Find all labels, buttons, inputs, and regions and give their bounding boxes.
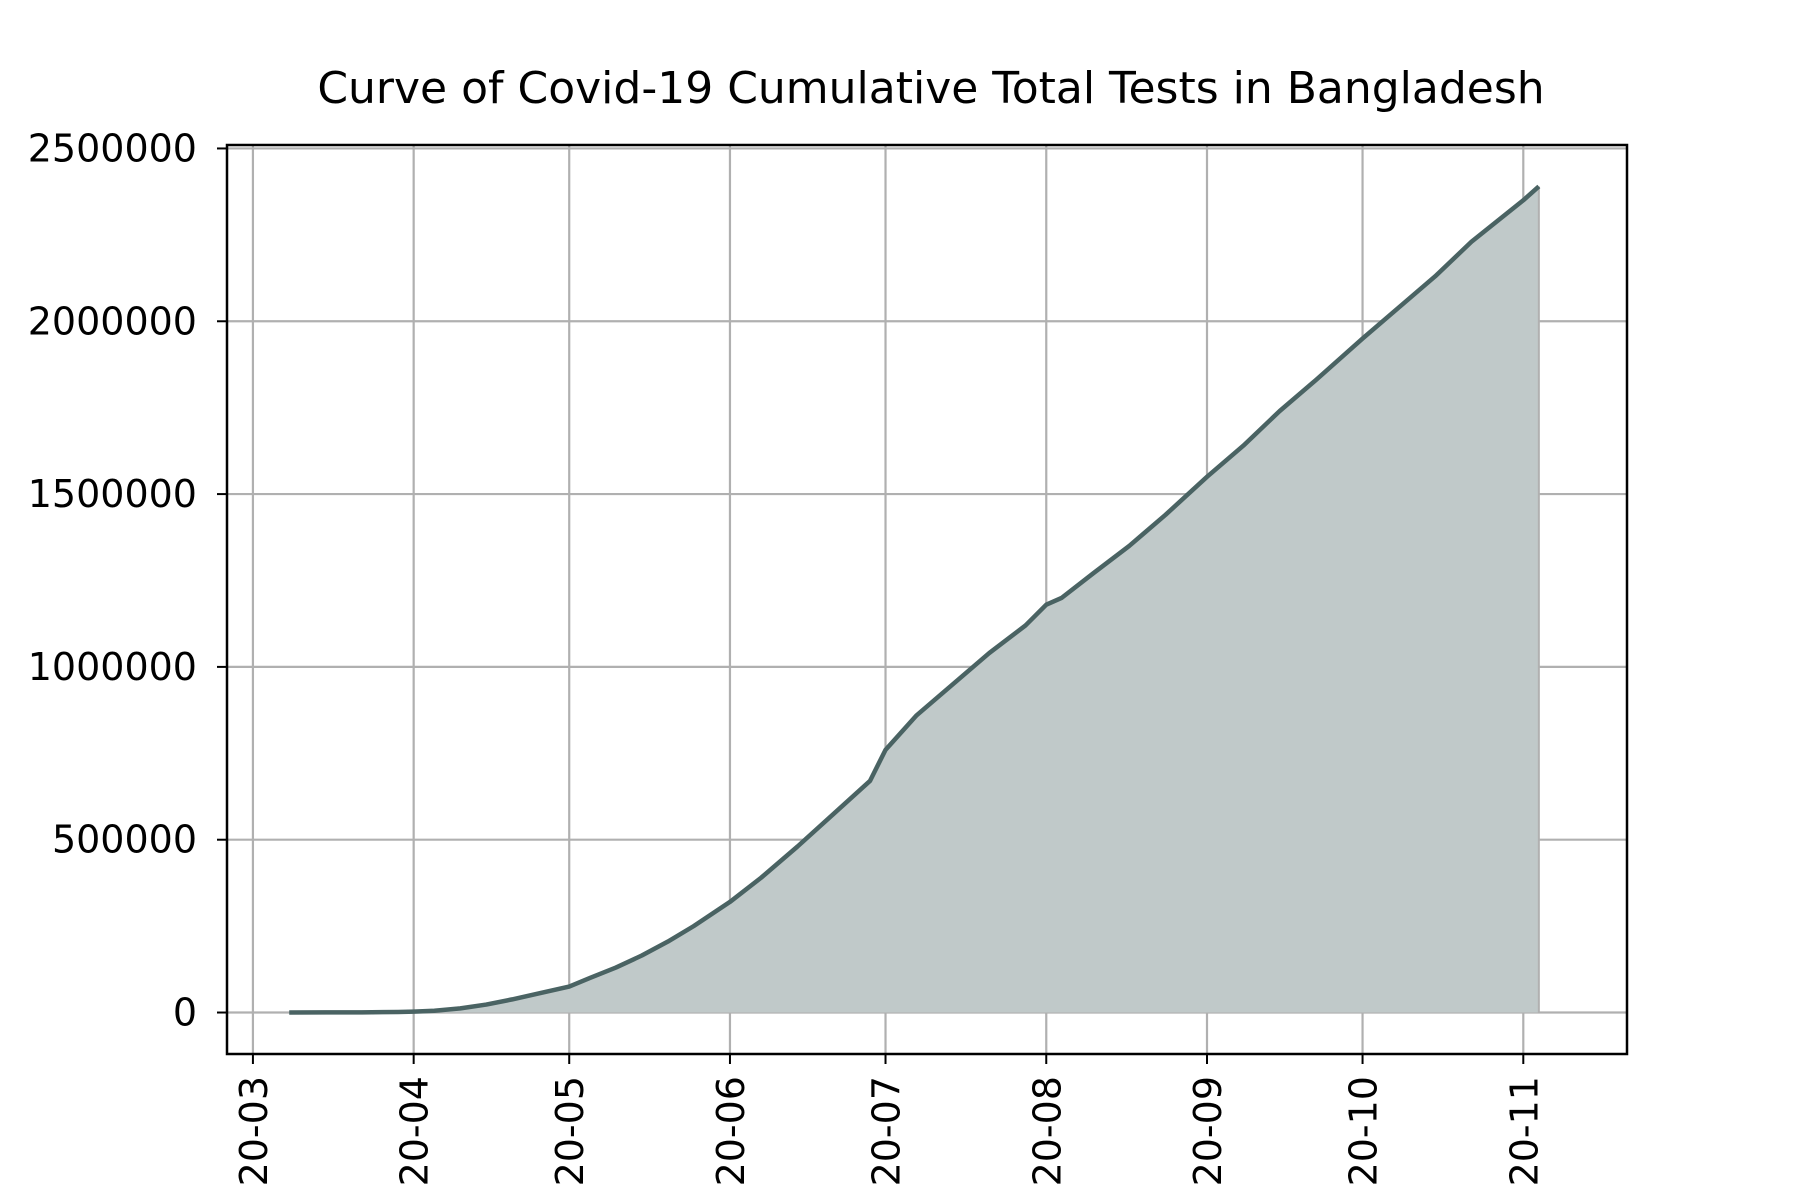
- area-layer: [289, 184, 1541, 1015]
- y-tick-label: 2500000: [28, 126, 197, 170]
- y-tick-label: 500000: [52, 818, 197, 862]
- y-tick-label: 0: [173, 991, 197, 1035]
- x-tick-label: 20-08: [1025, 1076, 1069, 1186]
- x-tick-label: 20-09: [1186, 1076, 1230, 1186]
- tick-layer: 20-03 20-04 20-05 20-06 20-07 20-08 20-09 20-10…: [28, 126, 1547, 1186]
- x-tick-label: 20-04: [393, 1076, 437, 1186]
- series-line: [289, 184, 1541, 1015]
- x-tick-label: 20-10: [1342, 1076, 1386, 1186]
- y-tick-label: 1000000: [28, 645, 197, 689]
- chart-title: Curve of Covid-19 Cumulative Total Tests…: [317, 63, 1544, 114]
- series-area-fill: [289, 186, 1539, 1013]
- x-tick-label: 20-07: [865, 1076, 909, 1186]
- x-tick-label: 20-05: [548, 1076, 592, 1186]
- x-tick-label: 20-03: [232, 1076, 276, 1186]
- x-tick-label: 20-06: [709, 1076, 753, 1186]
- x-tick-label: 20-11: [1502, 1076, 1546, 1186]
- y-tick-label: 2000000: [28, 299, 197, 343]
- y-tick-label: 1500000: [28, 472, 197, 516]
- axes-layer: [225, 143, 1629, 1056]
- plot-frame: [225, 143, 1629, 1056]
